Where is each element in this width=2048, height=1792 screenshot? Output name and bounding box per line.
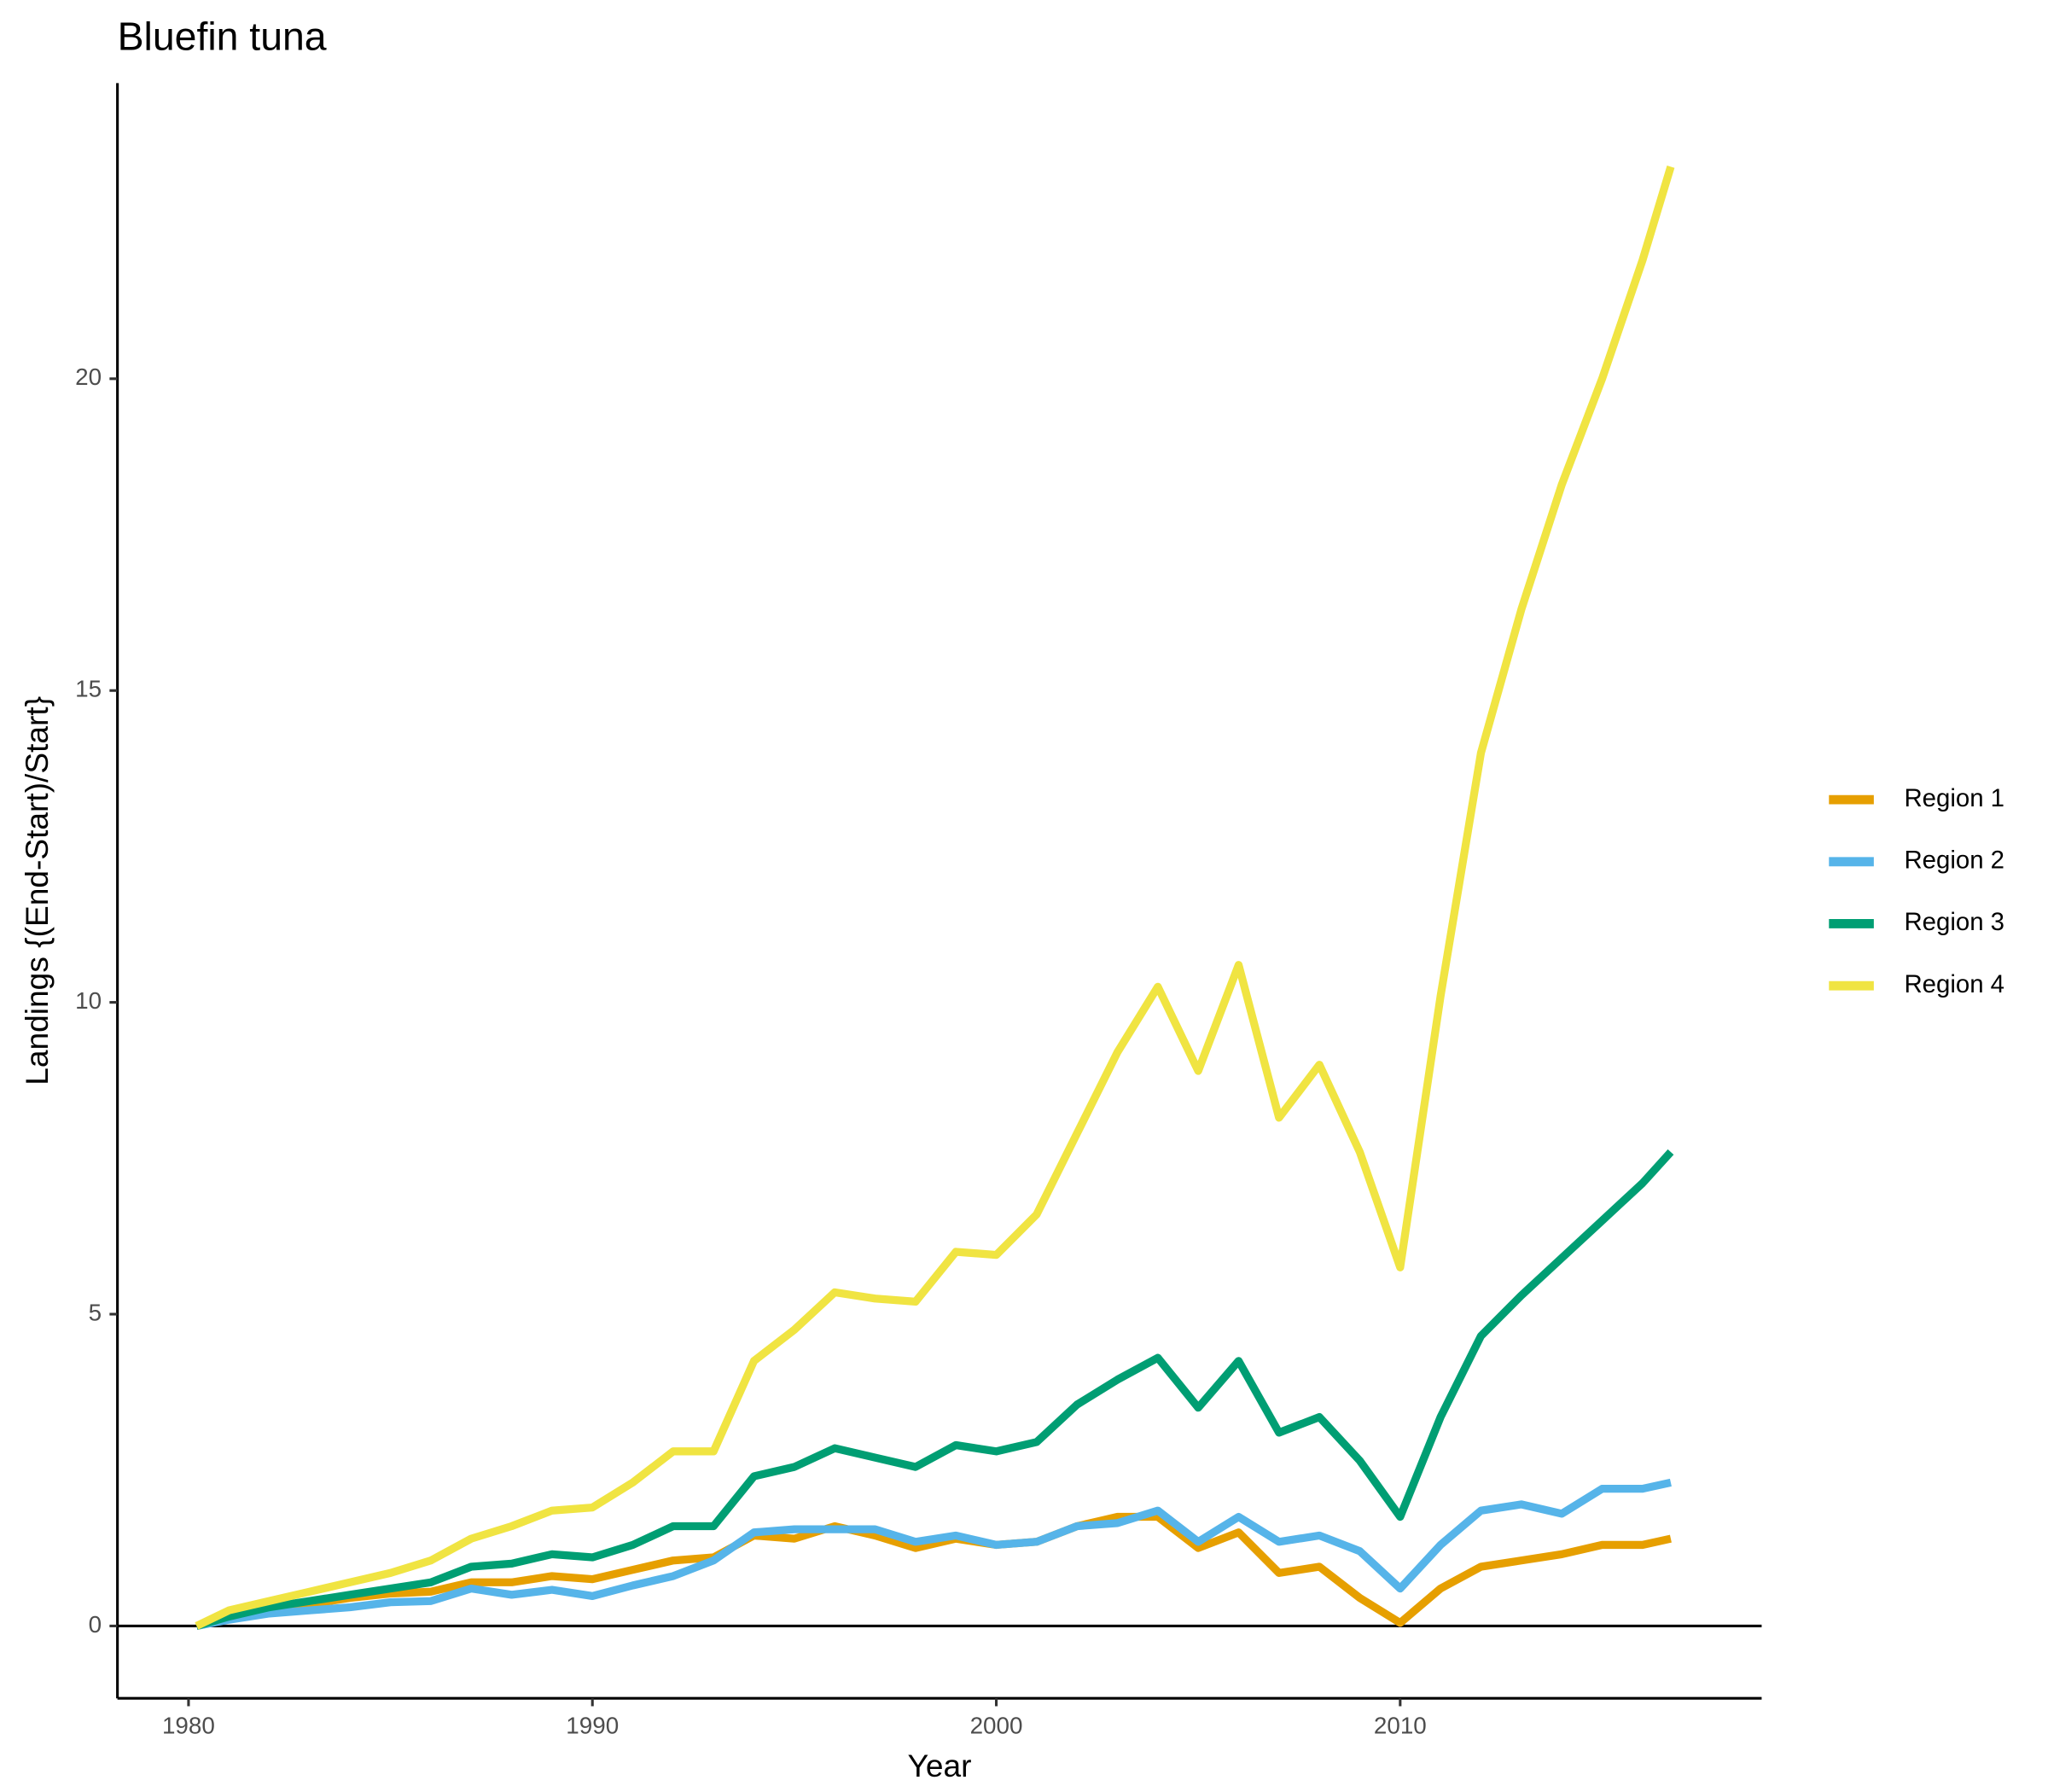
legend-label: Region 4 xyxy=(1904,970,2004,998)
line-series xyxy=(195,166,1675,1630)
chart-title: Bluefin tuna xyxy=(118,15,327,59)
line-series xyxy=(195,1478,1672,1630)
y-axis-title: Landings {(End-Start)/Start} xyxy=(19,696,55,1085)
x-tick-label: 1990 xyxy=(566,1713,619,1739)
x-axis-title: Year xyxy=(908,1748,972,1783)
line-series xyxy=(195,1512,1672,1630)
y-tick-label: 0 xyxy=(89,1611,102,1638)
x-tick-label: 2010 xyxy=(1374,1713,1427,1739)
x-tick-label: 1980 xyxy=(162,1713,215,1739)
y-tick-label: 20 xyxy=(75,364,102,390)
y-tick-label: 15 xyxy=(75,676,102,702)
legend-label: Region 3 xyxy=(1904,908,2004,936)
legend-label: Region 1 xyxy=(1904,784,2004,812)
line-series xyxy=(195,1149,1674,1630)
x-tick-label: 2000 xyxy=(970,1713,1023,1739)
y-tick-label: 10 xyxy=(75,987,102,1014)
y-tick-label: 5 xyxy=(89,1299,102,1325)
legend-label: Region 2 xyxy=(1904,847,2004,875)
